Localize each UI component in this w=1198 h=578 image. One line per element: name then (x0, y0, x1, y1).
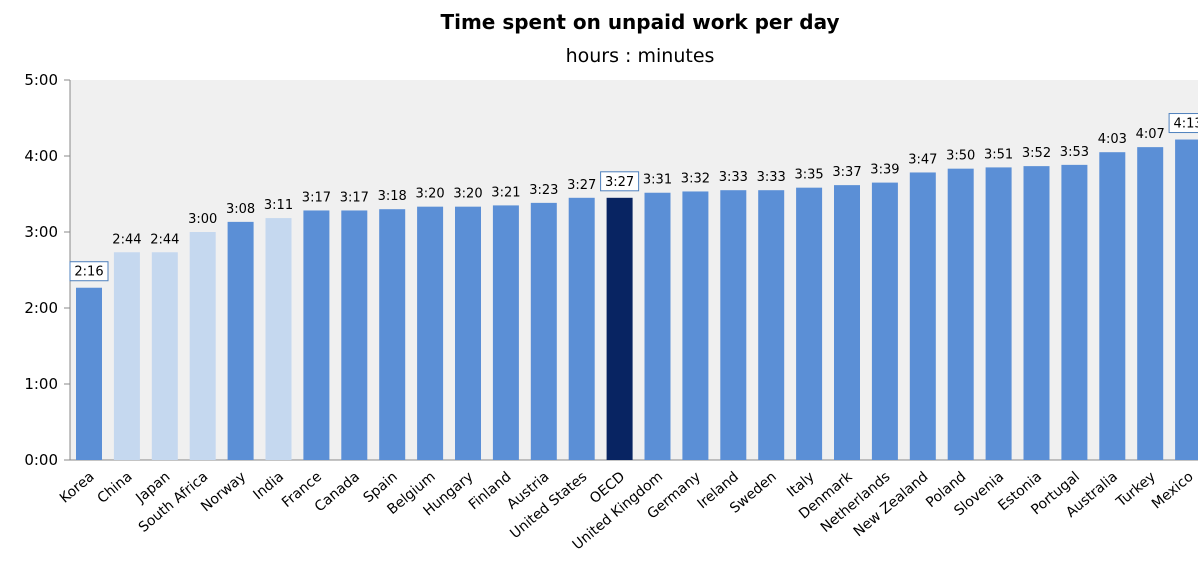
data-label: 3:21 (491, 185, 520, 200)
data-label: 3:00 (188, 212, 217, 227)
y-tick-label: 5:00 (24, 71, 58, 89)
bar (606, 197, 633, 461)
bar (682, 191, 709, 460)
x-tick-label: Korea (57, 469, 98, 507)
data-label: 3:53 (1060, 145, 1089, 160)
x-tick-label: Mexico (1149, 469, 1197, 513)
bar (947, 168, 974, 460)
bar (530, 202, 557, 460)
data-label: 3:11 (264, 198, 293, 213)
data-label: 3:17 (302, 190, 331, 205)
y-tick-label: 0:00 (24, 451, 58, 469)
y-tick-label: 4:00 (24, 147, 58, 165)
data-label: 2:44 (112, 232, 141, 247)
data-label: 3:37 (832, 165, 861, 180)
bar (1175, 139, 1198, 461)
data-label: 3:39 (870, 163, 899, 178)
data-label: 4:13 (1173, 117, 1198, 132)
data-label: 3:35 (794, 168, 823, 183)
data-label-box (1168, 113, 1198, 134)
data-label: 3:27 (567, 178, 596, 193)
data-label: 4:03 (1098, 132, 1127, 147)
bar (1099, 152, 1126, 460)
bar (76, 287, 102, 460)
bar (796, 187, 823, 460)
bar (151, 252, 178, 460)
data-label: 3:33 (757, 170, 786, 185)
bar (834, 185, 860, 460)
y-tick-label: 2:00 (24, 299, 58, 317)
bar (1023, 166, 1050, 460)
data-label: 3:18 (378, 189, 407, 204)
bars (76, 139, 1198, 461)
bar (568, 197, 595, 461)
data-label: 3:33 (719, 170, 748, 185)
bar (417, 206, 444, 460)
data-label: 3:31 (643, 173, 672, 188)
bar (1061, 164, 1088, 460)
bar (1137, 147, 1164, 460)
data-labels: 2:16 2:44 2:44 3:00 3:08 3:11 3:17 3:17 3:18 3:20… (69, 113, 1198, 282)
y-tick-label: 1:00 (24, 375, 58, 393)
data-label-box (69, 261, 109, 282)
bar (379, 209, 406, 460)
chart-title: Time spent on unpaid work per day (440, 10, 840, 34)
x-tick-label: China (95, 469, 136, 507)
bar (985, 167, 1012, 460)
bar (455, 206, 481, 460)
bar (341, 210, 368, 460)
y-tick-label: 3:00 (24, 223, 58, 241)
data-label: 3:23 (529, 183, 558, 198)
bar (113, 252, 140, 460)
data-label: 3:47 (908, 152, 937, 167)
bar (227, 221, 254, 460)
bar (303, 210, 330, 460)
data-label: 3:08 (226, 202, 255, 217)
data-label: 3:20 (453, 187, 482, 202)
bar (644, 192, 671, 460)
y-axis-ticks: 0:00 1:00 2:00 3:00 4:00 5:00 (24, 71, 70, 469)
bar (909, 172, 936, 460)
bar (758, 190, 785, 460)
bar (189, 232, 216, 460)
bar (265, 218, 292, 460)
data-label: 3:50 (946, 149, 975, 164)
data-label: 3:52 (1022, 146, 1051, 161)
bar (871, 182, 898, 460)
bar (720, 190, 747, 460)
chart-subtitle: hours : minutes (565, 45, 715, 67)
data-label: 2:44 (150, 232, 179, 247)
data-label: 3:51 (984, 147, 1013, 162)
data-label: 3:20 (415, 187, 444, 202)
data-label: 2:16 (74, 265, 103, 280)
data-label: 3:17 (340, 190, 369, 205)
data-label: 3:32 (681, 171, 710, 186)
bar (492, 205, 519, 460)
x-tick-label: Finland (466, 469, 515, 513)
data-label-box (600, 171, 640, 192)
data-label: 3:27 (605, 175, 634, 190)
data-label: 4:07 (1136, 127, 1165, 142)
